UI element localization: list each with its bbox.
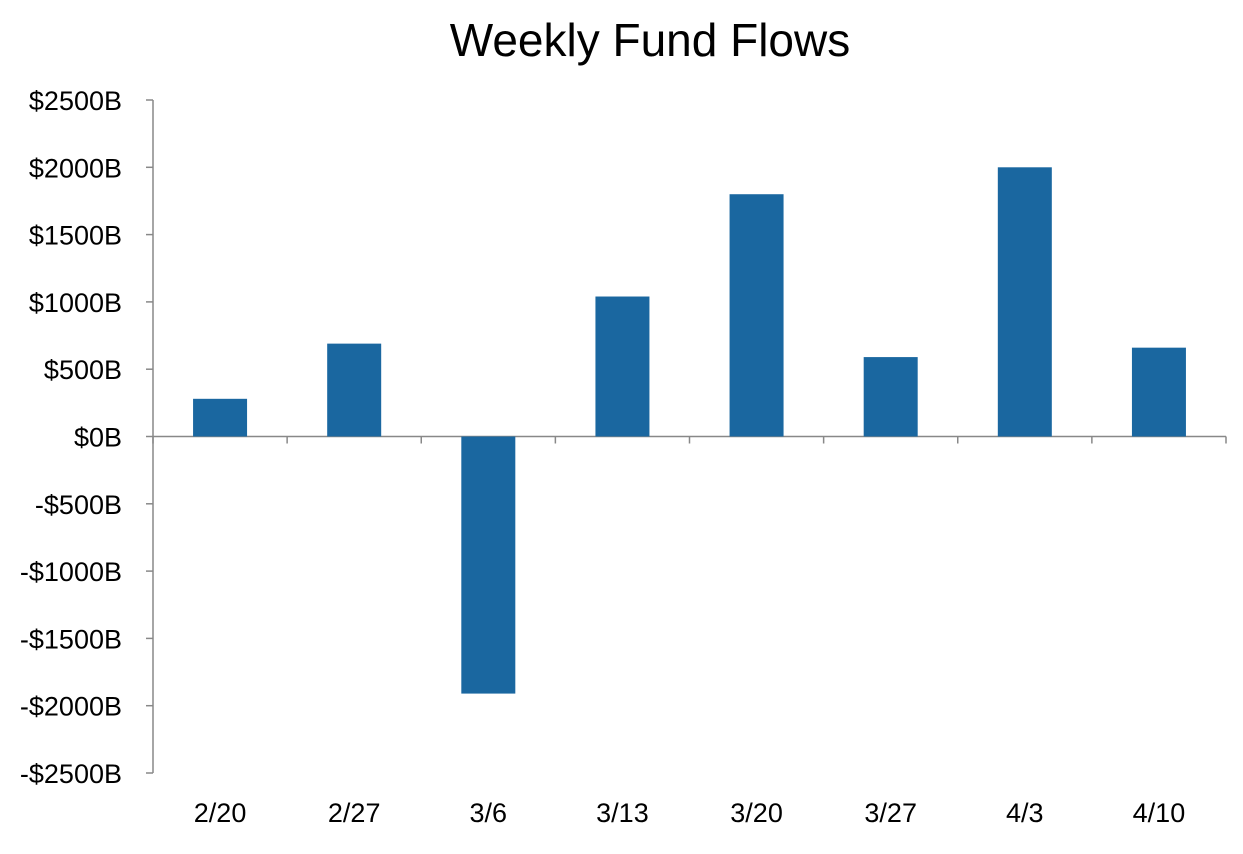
x-tick-label: 2/20 [194, 798, 247, 828]
x-tick-label: 3/6 [470, 798, 508, 828]
x-tick-label: 3/13 [596, 798, 649, 828]
x-tick-label: 4/10 [1133, 798, 1186, 828]
y-axis: $2500B $2000B $1500B $1000B $500B $0B -$500B -$… [20, 86, 154, 789]
x-tick-label: 3/20 [730, 798, 783, 828]
y-tick-label: $0B [74, 423, 122, 453]
y-tick-label: $2500B [29, 86, 122, 116]
y-tick-label: -$2000B [20, 692, 122, 722]
bar-2-27 [327, 343, 382, 437]
bar-3-13 [595, 296, 650, 437]
bar-3-6 [461, 436, 516, 694]
y-tick-label: -$1000B [20, 557, 122, 587]
x-axis: 2/20 2/27 3/6 3/13 3/20 3/27 4/3 4/10 [152, 435, 1227, 828]
x-tick-label: 2/27 [328, 798, 381, 828]
bar-series [193, 167, 1186, 694]
y-tick-label: $500B [44, 355, 122, 385]
bar-3-20 [729, 194, 784, 437]
bar-4-10 [1131, 347, 1186, 437]
chart-title: Weekly Fund Flows [450, 14, 851, 66]
x-tick-label: 3/27 [864, 798, 917, 828]
y-tick-label: $2000B [29, 153, 122, 183]
x-tick-label: 4/3 [1006, 798, 1044, 828]
bar-3-27 [863, 357, 918, 437]
y-tick-label: -$500B [35, 490, 122, 520]
y-tick-label: $1500B [29, 221, 122, 251]
y-tick-label: -$2500B [20, 759, 122, 789]
bar-4-3 [997, 167, 1052, 437]
bar-2-20 [193, 398, 248, 437]
y-tick-label: $1000B [29, 288, 122, 318]
y-tick-label: -$1500B [20, 624, 122, 654]
